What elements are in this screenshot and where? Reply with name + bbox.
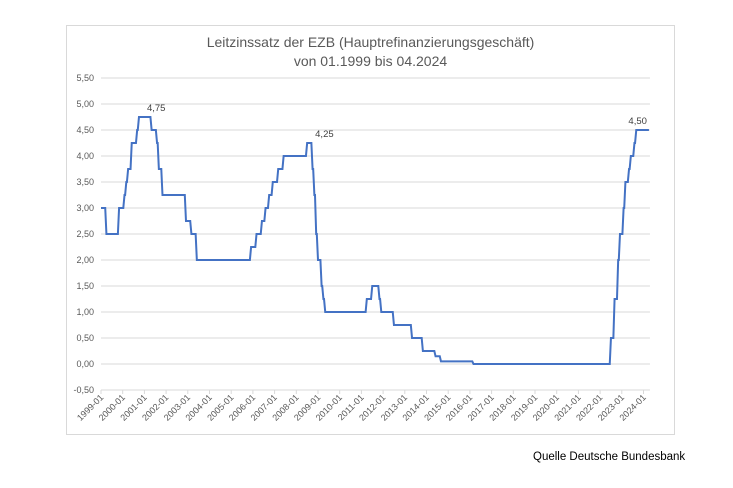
x-axis: 1999-012000-012001-012002-012003-012004-…: [75, 389, 650, 423]
y-tick-label: 3,00: [76, 203, 94, 213]
y-tick-label: 3,50: [76, 177, 94, 187]
chart-title: Leitzinssatz der EZB (Hauptrefinanzierun…: [66, 33, 675, 71]
y-tick-label: 5,00: [76, 99, 94, 109]
chart-title-line1: Leitzinssatz der EZB (Hauptrefinanzierun…: [206, 34, 535, 50]
y-tick-label: 1,00: [76, 307, 94, 317]
y-axis-labels: -0,50 0,00 0,50 1,00 1,50 2,00 2,50 3,00 3,50 4,0…: [73, 73, 94, 395]
gridlines: [101, 77, 650, 365]
data-labels: 4,75 4,25 4,50: [147, 103, 647, 140]
chart-title-line2: von 01.1999 bis 04.2024: [293, 53, 448, 69]
data-label: 4,75: [147, 103, 166, 114]
y-tick-label: 2,50: [76, 229, 94, 239]
y-tick-label: 0,50: [76, 333, 94, 343]
y-tick-label: -0,50: [73, 385, 94, 395]
y-tick-label: 4,00: [76, 151, 94, 161]
source-note: Quelle Deutsche Bundesbank: [533, 451, 686, 463]
y-tick-label: 4,50: [76, 125, 94, 135]
rate-line-series: [101, 116, 649, 365]
y-tick-label: 5,50: [76, 73, 94, 83]
data-label: 4,50: [628, 116, 647, 127]
y-tick-label: 0,00: [76, 359, 94, 369]
chart-frame: [66, 25, 675, 435]
data-label: 4,25: [315, 129, 334, 140]
y-tick-label: 2,00: [76, 255, 94, 265]
y-tick-label: 1,50: [76, 281, 94, 291]
